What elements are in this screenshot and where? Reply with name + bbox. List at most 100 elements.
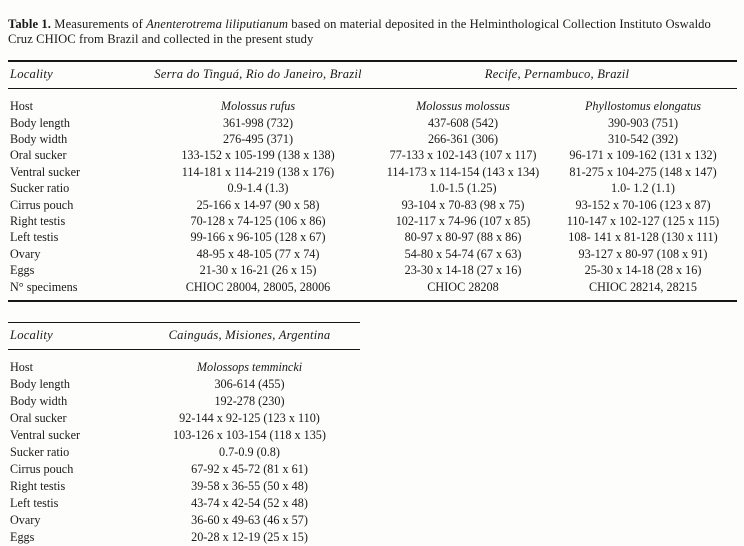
row-label: Eggs: [10, 263, 35, 278]
measurements-table-argentina: Locality Cainguás, Misiones, Argentina H…: [8, 322, 360, 546]
host-species: Phyllostomus elongatus: [584, 99, 702, 114]
row-label: Host: [10, 360, 34, 375]
table-caption-lead: Measurements of: [51, 16, 147, 31]
value-cell: 114-181 x 114-219 (138 x 176): [181, 164, 335, 179]
measurements-table-brazil: Locality Serra do Tinguá, Rio do Janeiro…: [8, 60, 737, 303]
table-row: Ventral sucker 114-181 x 114-219 (138 x …: [8, 164, 737, 180]
value-cell: 1.0- 1.2 (1.1): [611, 181, 675, 196]
table-row: Sucker ratio 0.7-0.9 (0.8): [8, 444, 360, 461]
host-species: Molossus rufus: [220, 99, 296, 114]
row-label: Cirrus pouch: [10, 462, 74, 477]
value-cell: 103-126 x 103-154 (118 x 135): [173, 428, 326, 443]
value-cell: 133-152 x 105-199 (138 x 138): [181, 148, 335, 163]
value-cell: 266-361 (306): [427, 132, 499, 146]
specimen-ids: CHIOC 28214, 28215: [589, 279, 697, 294]
value-cell: 192-278 (230): [214, 394, 285, 409]
value-cell: 390-903 (751): [607, 115, 679, 130]
table-caption-label: Table 1.: [8, 16, 52, 31]
value-cell: 306-614 (455): [214, 377, 285, 392]
row-label: Cirrus pouch: [10, 197, 74, 212]
row-label: Body length: [10, 377, 70, 392]
value-cell: 25-166 x 14-97 (90 x 58): [196, 197, 320, 212]
value-cell: 437-608 (542): [427, 115, 499, 130]
row-label: Sucker ratio: [10, 181, 70, 196]
table-row: Cirrus pouch 67-92 x 45-72 (81 x 61): [8, 461, 360, 478]
value-cell: 80-97 x 80-97 (88 x 86): [404, 230, 522, 245]
table-row: Locality Serra do Tinguá, Rio do Janeiro…: [8, 61, 737, 89]
table-row: Eggs 20-28 x 12-19 (25 x 15): [8, 529, 360, 546]
value-cell: 21-30 x 16-21 (26 x 15): [199, 263, 317, 278]
row-label: Eggs: [10, 530, 35, 545]
value-cell: 108- 141 x 81-128 (130 x 111): [568, 230, 718, 245]
locality-cainguas: Cainguás, Misiones, Argentina: [168, 328, 331, 343]
locality-recife: Recife, Pernambuco, Brazil: [484, 67, 630, 82]
locality-header: Locality: [10, 328, 53, 343]
row-label: Left testis: [10, 230, 59, 245]
species-name: Anenterotrema liliputianum: [146, 16, 289, 31]
table-1-header: Locality Serra do Tinguá, Rio do Janeiro…: [8, 61, 737, 89]
table-2-header: Locality Cainguás, Misiones, Argentina: [8, 323, 360, 350]
table-row: Body length 361-998 (732) 437-608 (542) …: [8, 115, 737, 131]
table-caption: Table 1. Measurements of Anenterotrema l…: [8, 17, 720, 48]
value-cell: 48-95 x 48-105 (77 x 74): [196, 246, 320, 261]
value-cell: 0.9-1.4 (1.3): [227, 181, 289, 196]
row-label: Right testis: [10, 479, 66, 494]
table-row: Ovary 48-95 x 48-105 (77 x 74) 54-80 x 5…: [8, 246, 737, 262]
table-row: Right testis 39-58 x 36-55 (50 x 48): [8, 478, 360, 495]
table-1-body: Host Molossus rufus Molossus molossus Ph…: [8, 89, 737, 301]
row-label: Sucker ratio: [10, 445, 70, 460]
table-row: Body width 276-495 (371) 266-361 (306) 3…: [8, 131, 737, 147]
value-cell: 361-998 (732): [222, 115, 294, 130]
value-cell: 70-128 x 74-125 (106 x 86): [190, 214, 326, 229]
value-cell: 20-28 x 12-19 (25 x 15): [191, 530, 308, 545]
locality-serra-do-tingua: Serra do Tinguá, Rio do Janeiro, Brazil: [154, 67, 362, 82]
value-cell: 54-80 x 54-74 (67 x 63): [404, 246, 522, 261]
host-species: Molossops temmincki: [196, 360, 303, 375]
host-species: Molossus molossus: [416, 99, 510, 114]
table-row: Oral sucker 92-144 x 92-125 (123 x 110): [8, 410, 360, 427]
table-row: Ventral sucker 103-126 x 103-154 (118 x …: [8, 427, 360, 444]
table-row: Locality Cainguás, Misiones, Argentina: [8, 323, 360, 350]
locality-header: Locality: [10, 67, 53, 82]
value-cell: 93-127 x 80-97 (108 x 91): [578, 246, 708, 261]
value-cell: 110-147 x 102-127 (125 x 115): [566, 214, 720, 229]
row-label: N° specimens: [10, 279, 78, 294]
table-row: Host Molossus rufus Molossus molossus Ph…: [8, 89, 737, 115]
value-cell: 43-74 x 42-54 (52 x 48): [191, 496, 308, 511]
table-row: Left testis 43-74 x 42-54 (52 x 48): [8, 495, 360, 512]
value-cell: 99-166 x 96-105 (128 x 67): [190, 230, 326, 245]
value-cell: 92-144 x 92-125 (123 x 110): [179, 411, 320, 426]
row-label: Host: [10, 99, 34, 114]
value-cell: 96-171 x 109-162 (131 x 132): [569, 148, 717, 163]
row-label: Oral sucker: [10, 148, 67, 163]
value-cell: 102-117 x 74-96 (107 x 85): [395, 214, 531, 229]
row-label: Body width: [10, 132, 68, 146]
table-row: Oral sucker 133-152 x 105-199 (138 x 138…: [8, 147, 737, 163]
value-cell: 1.0-1.5 (1.25): [429, 181, 497, 196]
value-cell: 36-60 x 49-63 (46 x 57): [191, 513, 308, 528]
value-cell: 81-275 x 104-275 (148 x 147): [569, 164, 717, 179]
value-cell: 23-30 x 14-18 (27 x 16): [404, 263, 522, 278]
table-row: Sucker ratio 0.9-1.4 (1.3) 1.0-1.5 (1.25…: [8, 180, 737, 196]
value-cell: 25-30 x 14-18 (28 x 16): [584, 263, 702, 278]
value-cell: 276-495 (371): [222, 132, 294, 146]
row-label: Body length: [10, 115, 70, 130]
table-row: Left testis 99-166 x 96-105 (128 x 67) 8…: [8, 229, 737, 245]
table-row: Right testis 70-128 x 74-125 (106 x 86) …: [8, 213, 737, 229]
table-row: Body width 192-278 (230): [8, 393, 360, 410]
table-row: Host Molossops temmincki: [8, 350, 360, 377]
specimen-ids: CHIOC 28004, 28005, 28006: [185, 279, 331, 294]
value-cell: 93-104 x 70-83 (98 x 75): [401, 197, 525, 212]
row-label: Ventral sucker: [10, 164, 81, 179]
table-row: Ovary 36-60 x 49-63 (46 x 57): [8, 512, 360, 529]
table-row: Body length 306-614 (455): [8, 376, 360, 393]
value-cell: 39-58 x 36-55 (50 x 48): [191, 479, 308, 494]
specimen-ids: CHIOC 28208: [427, 279, 499, 294]
table-2-body: Host Molossops temmincki Body length 306…: [8, 350, 360, 546]
value-cell: 114-173 x 114-154 (143 x 134): [386, 164, 540, 179]
row-label: Ventral sucker: [10, 428, 81, 443]
row-label: Body width: [10, 394, 68, 409]
row-label: Right testis: [10, 214, 66, 229]
table-caption-rest: based on material deposited in the Helmi…: [8, 16, 711, 47]
